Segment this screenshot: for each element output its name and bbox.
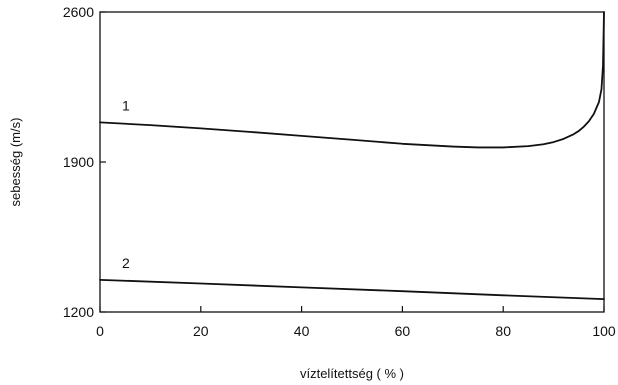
tick-labels: 0 20 40 60 80 100 1200 1900 2600 [63, 4, 616, 339]
series-label-1: 1 [122, 97, 130, 113]
series-label-2: 2 [122, 255, 130, 271]
ticks [99, 11, 605, 313]
x-tick-label: 20 [193, 323, 209, 339]
series-line-2 [99, 278, 605, 301]
y-tick-label: 2600 [63, 4, 94, 20]
y-tick-label: 1900 [63, 154, 94, 170]
plot-frame [99, 11, 605, 313]
x-tick-label: 80 [495, 323, 511, 339]
y-tick-label: 1200 [63, 304, 94, 320]
series-line-1 [99, 11, 605, 149]
x-axis-title: víztelítettség ( % ) [300, 366, 404, 381]
y-axis-title: sebesség (m/s) [8, 118, 23, 207]
x-tick-label: 40 [294, 323, 310, 339]
x-tick-label: 0 [96, 323, 104, 339]
x-tick-label: 100 [592, 323, 616, 339]
series-labels: 12 [122, 97, 130, 271]
series-lines [99, 11, 605, 301]
x-tick-label: 60 [395, 323, 411, 339]
